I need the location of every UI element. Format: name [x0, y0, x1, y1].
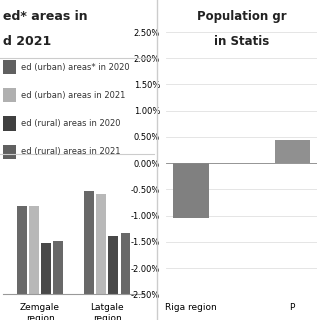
Text: ed (rural) areas in 2021: ed (rural) areas in 2021 — [21, 147, 120, 156]
Text: ed (urban) areas in 2021: ed (urban) areas in 2021 — [21, 91, 125, 100]
Bar — [17, 206, 27, 294]
Bar — [275, 140, 310, 163]
Bar — [29, 206, 39, 294]
Text: ed (rural) areas in 2020: ed (rural) areas in 2020 — [21, 119, 120, 128]
Text: ed (urban) areas* in 2020: ed (urban) areas* in 2020 — [21, 63, 129, 72]
Bar — [53, 241, 63, 294]
Bar — [84, 190, 94, 294]
Bar — [108, 236, 118, 294]
Bar — [173, 163, 209, 218]
Bar — [96, 194, 106, 294]
Text: Population gr: Population gr — [197, 10, 286, 23]
Text: d 2021: d 2021 — [3, 35, 52, 48]
Text: ed* areas in: ed* areas in — [3, 10, 88, 23]
Bar — [41, 243, 51, 294]
Text: in Statis: in Statis — [214, 35, 269, 48]
Bar — [121, 233, 130, 294]
